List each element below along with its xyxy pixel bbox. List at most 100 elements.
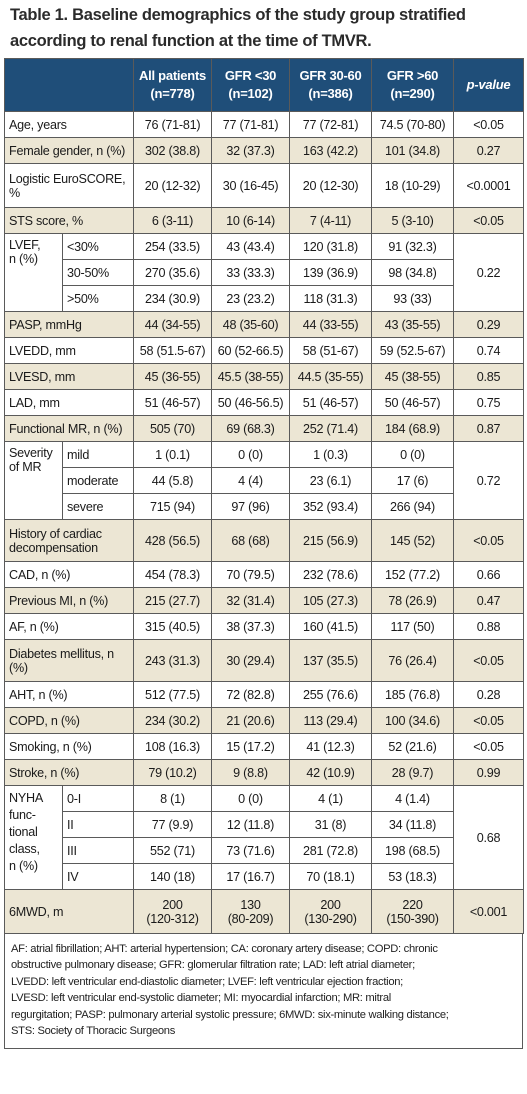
table-row-copd: COPD, n (%) 234 (30.2) 21 (20.6) 113 (29… bbox=[4, 707, 524, 734]
cell-gfr-gt60: 91 (32.3) bbox=[371, 233, 454, 260]
cell-p-value: 0.28 bbox=[453, 681, 524, 708]
cell-gfr-lt30: 43 (43.4) bbox=[211, 233, 290, 260]
cell-p-value: 0.72 bbox=[453, 441, 524, 520]
cell-gfr-30-60: 137 (35.5) bbox=[289, 639, 372, 682]
cell-all: 428 (56.5) bbox=[133, 519, 212, 562]
footnote-line: obstructive pulmonary disease; GFR: glom… bbox=[11, 959, 415, 972]
row-label: Functional MR, n (%) bbox=[4, 415, 134, 442]
cell-p-value: 0.75 bbox=[453, 389, 524, 416]
cell-gfr-30-60: 255 (76.6) bbox=[289, 681, 372, 708]
cell-gfr-gt60: 220 (150-390) bbox=[371, 889, 454, 934]
cell-gfr-30-60: 105 (27.3) bbox=[289, 587, 372, 614]
cell-all: 243 (31.3) bbox=[133, 639, 212, 682]
header-gfr-lt30: GFR <30 (n=102) bbox=[211, 58, 290, 112]
row-sub-label: 0-I bbox=[62, 785, 134, 812]
table-row-euroscore: Logistic EuroSCORE,% 20 (12-32) 30 (16-4… bbox=[4, 163, 524, 208]
footnote-line: regurgitation; PASP: pulmonary arterial … bbox=[11, 1008, 449, 1021]
row-label: Age, years bbox=[4, 111, 134, 138]
row-sub-label: mild bbox=[62, 441, 134, 468]
table-figure: Table 1. Baseline demographics of the st… bbox=[4, 0, 524, 1050]
table-row-functional-mr: Functional MR, n (%) 505 (70) 69 (68.3) … bbox=[4, 415, 524, 442]
table-row-nyha: II 77 (9.9) 12 (11.8) 31 (8) 34 (11.8) bbox=[5, 811, 524, 838]
title-line: according to renal function at the time … bbox=[10, 32, 372, 50]
cell-gfr-gt60: 4 (1.4) bbox=[371, 785, 454, 812]
row-sub-label: III bbox=[62, 837, 134, 864]
row-label: AF, n (%) bbox=[4, 613, 134, 640]
cell-p-value: 0.87 bbox=[453, 415, 524, 442]
table-row-severity: severe 715 (94) 97 (96) 352 (93.4) 266 (… bbox=[5, 493, 524, 520]
cell-all: 270 (35.6) bbox=[133, 259, 212, 286]
demographics-table: All patients (n=778) GFR <30 (n=102) GFR 3… bbox=[4, 58, 524, 934]
cell-gfr-30-60: 252 (71.4) bbox=[289, 415, 372, 442]
cell-gfr-gt60: 59 (52.5-67) bbox=[371, 337, 454, 364]
cell-gfr-gt60: 17 (6) bbox=[371, 467, 454, 494]
cell-gfr-gt60: 266 (94) bbox=[371, 493, 454, 520]
cell-all: 76 (71-81) bbox=[133, 111, 212, 138]
row-label: AHT, n (%) bbox=[4, 681, 134, 708]
cell-gfr-lt30: 60 (52-66.5) bbox=[211, 337, 290, 364]
cell-p-value: <0.05 bbox=[453, 111, 524, 138]
cell-all: 200 (120-312) bbox=[133, 889, 212, 934]
table-title: Table 1. Baseline demographics of the st… bbox=[4, 0, 523, 58]
table-row-6mwd: 6MWD, m 200 (120-312) 130 (80-209) 200 (130… bbox=[4, 889, 524, 934]
table-row-pasp: PASP, mmHg 44 (34-55) 48 (35-60) 44 (33-… bbox=[4, 311, 524, 338]
row-label: Smoking, n (%) bbox=[4, 733, 134, 760]
cell-all: 454 (78.3) bbox=[133, 561, 212, 588]
cell-gfr-lt30: 50 (46-56.5) bbox=[211, 389, 290, 416]
cell-all: 140 (18) bbox=[133, 863, 212, 890]
table-row-lvef: >50% 234 (30.9) 23 (23.2) 118 (31.3) 93 … bbox=[5, 285, 524, 312]
cell-gfr-30-60: 23 (6.1) bbox=[289, 467, 372, 494]
row-label: Female gender, n (%) bbox=[4, 137, 134, 164]
cell-gfr-lt30: 97 (96) bbox=[211, 493, 290, 520]
cell-p-value: 0.22 bbox=[453, 233, 524, 312]
table-row-nyha: III 552 (71) 73 (71.6) 281 (72.8) 198 (6… bbox=[5, 837, 524, 864]
cell-gfr-lt30: 48 (35-60) bbox=[211, 311, 290, 338]
cell-gfr-lt30: 69 (68.3) bbox=[211, 415, 290, 442]
cell-p-value: <0.05 bbox=[453, 733, 524, 760]
table-row-severity: moderate 44 (5.8) 4 (4) 23 (6.1) 17 (6) bbox=[5, 467, 524, 494]
cell-gfr-gt60: 18 (10-29) bbox=[371, 163, 454, 208]
cell-gfr-30-60: 160 (41.5) bbox=[289, 613, 372, 640]
row-label: LAD, mm bbox=[4, 389, 134, 416]
cell-gfr-30-60: 200 (130-290) bbox=[289, 889, 372, 934]
table-row-smoking: Smoking, n (%) 108 (16.3) 15 (17.2) 41 (… bbox=[4, 733, 524, 760]
row-sub-label: 30-50% bbox=[62, 259, 134, 286]
cell-gfr-gt60: 50 (46-57) bbox=[371, 389, 454, 416]
table-row-nyha: IV 140 (18) 17 (16.7) 70 (18.1) 53 (18.3… bbox=[5, 863, 524, 890]
cell-gfr-gt60: 34 (11.8) bbox=[371, 811, 454, 838]
row-sub-label: severe bbox=[62, 493, 134, 520]
cell-gfr-lt30: 0 (0) bbox=[211, 785, 290, 812]
cell-gfr-lt30: 4 (4) bbox=[211, 467, 290, 494]
cell-p-value: 0.99 bbox=[453, 759, 524, 786]
table-row-history: History of cardiac decompensation 428 (56… bbox=[4, 519, 524, 562]
cell-p-value: 0.74 bbox=[453, 337, 524, 364]
cell-gfr-30-60: 58 (51-67) bbox=[289, 337, 372, 364]
cell-all: 58 (51.5-67) bbox=[133, 337, 212, 364]
row-label: STS score, % bbox=[4, 207, 134, 234]
row-label: COPD, n (%) bbox=[4, 707, 134, 734]
row-label: LVESD, mm bbox=[4, 363, 134, 390]
cell-p-value: <0.05 bbox=[453, 639, 524, 682]
table-row-stroke: Stroke, n (%) 79 (10.2) 9 (8.8) 42 (10.9… bbox=[4, 759, 524, 786]
cell-p-value: 0.66 bbox=[453, 561, 524, 588]
cell-gfr-lt30: 130 (80-209) bbox=[211, 889, 290, 934]
cell-gfr-30-60: 352 (93.4) bbox=[289, 493, 372, 520]
cell-all: 45 (36-55) bbox=[133, 363, 212, 390]
cell-gfr-30-60: 20 (12-30) bbox=[289, 163, 372, 208]
header-all-patients: All patients (n=778) bbox=[133, 58, 212, 112]
cell-gfr-lt30: 68 (68) bbox=[211, 519, 290, 562]
cell-gfr-gt60: 93 (33) bbox=[371, 285, 454, 312]
row-sub-label: II bbox=[62, 811, 134, 838]
cell-gfr-30-60: 163 (42.2) bbox=[289, 137, 372, 164]
cell-all: 234 (30.9) bbox=[133, 285, 212, 312]
cell-gfr-gt60: 100 (34.6) bbox=[371, 707, 454, 734]
cell-gfr-gt60: 185 (76.8) bbox=[371, 681, 454, 708]
table-row-previous-mi: Previous MI, n (%) 215 (27.7) 32 (31.4) … bbox=[4, 587, 524, 614]
cell-gfr-gt60: 152 (77.2) bbox=[371, 561, 454, 588]
cell-gfr-lt30: 12 (11.8) bbox=[211, 811, 290, 838]
cell-gfr-gt60: 101 (34.8) bbox=[371, 137, 454, 164]
cell-p-value: 0.68 bbox=[453, 785, 524, 890]
cell-gfr-30-60: 77 (72-81) bbox=[289, 111, 372, 138]
cell-all: 505 (70) bbox=[133, 415, 212, 442]
table-row-diabetes: Diabetes mellitus, n (%) 243 (31.3) 30 (2… bbox=[4, 639, 524, 682]
